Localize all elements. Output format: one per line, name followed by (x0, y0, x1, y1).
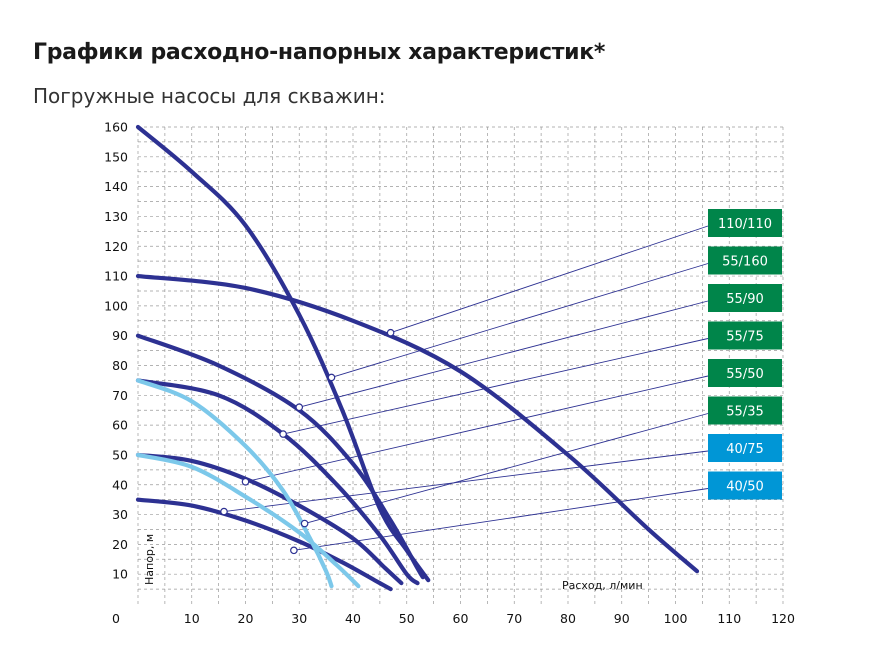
legend-badge-label: 55/35 (726, 405, 763, 420)
grid (137, 126, 784, 604)
y-tick-label: 90 (112, 328, 128, 343)
legend-badge-label: 40/75 (726, 442, 763, 457)
legend-badge (708, 471, 782, 500)
x-tick-label: 10 (184, 611, 200, 626)
x-tick-label: 20 (238, 611, 254, 626)
x-tick-label: 90 (614, 611, 630, 626)
curve-marker (295, 403, 304, 412)
curve-55-160 (135, 124, 431, 583)
curve-55-75 (135, 378, 420, 586)
curve-40-50 (135, 452, 361, 589)
curve-55-35 (135, 497, 393, 592)
y-tick-label: 100 (104, 298, 128, 313)
legend-badge-label: 110/110 (718, 217, 772, 232)
curve-marker (220, 507, 228, 516)
curve-marker (279, 430, 287, 438)
y-tick-label: 60 (112, 418, 128, 433)
curve-marker (300, 519, 309, 528)
legend-badges: 110/110 55/160 55/90 55/75 55/50 55/35 40/75 40… (708, 209, 782, 500)
axis-ticks: 0 10 20 30 40 50 60 70 80 90 100 110 120 160 150 140 130… (104, 120, 795, 627)
legend-badge (708, 284, 782, 312)
y-tick-label: 150 (104, 149, 128, 164)
y-tick-label: 70 (112, 388, 128, 403)
y-axis-label: Напор, м (143, 534, 156, 585)
y-tick-label: 160 (104, 120, 128, 135)
legend-badge-label: 55/75 (726, 330, 763, 345)
leader-line (304, 413, 709, 524)
leader-line (331, 263, 709, 378)
x-tick-label: 60 (453, 611, 469, 626)
x-tick-label: 70 (506, 611, 522, 626)
y-tick-label: 80 (112, 358, 128, 373)
curve-marker (327, 373, 336, 382)
legend-badge (708, 321, 782, 350)
chart-title: Графики расходно-напорных характеристик* (33, 40, 606, 65)
x-tick-label: 100 (664, 611, 688, 626)
curve-40-75 (135, 378, 334, 589)
y-tick-label: 40 (112, 477, 128, 492)
legend-badge-label: 55/160 (722, 255, 768, 270)
x-tick-label: 0 (112, 611, 120, 626)
curve-marker (241, 477, 250, 486)
leader-line (293, 488, 709, 551)
legend-badge (708, 246, 782, 275)
legend-badge (708, 434, 782, 462)
leader-line (283, 338, 709, 435)
curve-110-110 (135, 273, 700, 574)
y-tick-label: 20 (112, 537, 128, 552)
x-tick-label: 50 (399, 611, 415, 626)
leader-line (299, 300, 709, 408)
legend-badge-label: 40/50 (726, 480, 763, 495)
curve-marker (386, 328, 395, 337)
y-tick-label: 110 (104, 269, 128, 284)
leader-line (245, 375, 709, 483)
x-axis-label: Расход, л/мин (562, 579, 643, 592)
y-tick-label: 130 (104, 209, 128, 224)
x-tick-label: 110 (717, 611, 741, 626)
y-tick-label: 140 (104, 179, 128, 194)
leader-line (390, 225, 709, 334)
curve-55-90 (135, 333, 425, 580)
x-tick-label: 120 (771, 611, 795, 626)
curve-marker (290, 546, 298, 555)
legend-badge-label: 55/90 (726, 292, 763, 307)
legend-badge (708, 209, 782, 237)
y-tick-label: 50 (112, 447, 128, 462)
legend-badge (708, 396, 782, 425)
x-tick-label: 30 (291, 611, 307, 626)
x-tick-label: 80 (560, 611, 576, 626)
curve-markers (220, 328, 395, 555)
y-tick-label: 30 (112, 507, 128, 522)
chart-subtitle: Погружные насосы для скважин: (33, 84, 386, 108)
y-tick-label: 10 (112, 567, 128, 582)
curves (135, 124, 700, 592)
curve-55-50 (135, 452, 404, 586)
leader-lines (223, 225, 709, 551)
legend-badge-label: 55/50 (726, 367, 763, 382)
x-tick-label: 40 (345, 611, 361, 626)
legend-badge (708, 359, 782, 387)
y-tick-label: 120 (104, 239, 128, 254)
leader-line (223, 450, 709, 513)
